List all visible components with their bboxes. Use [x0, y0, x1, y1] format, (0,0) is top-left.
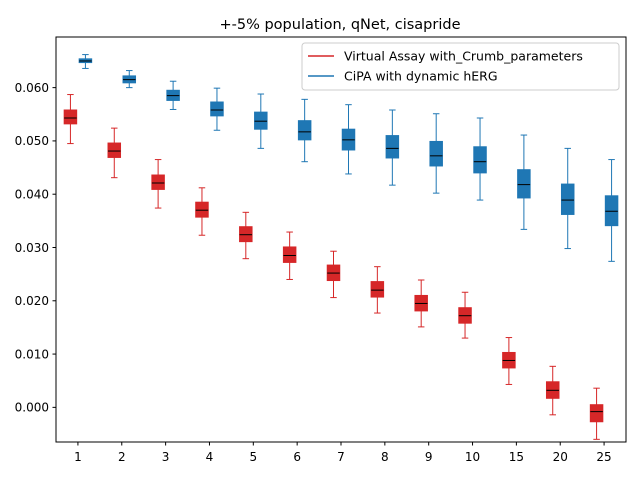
box-body — [429, 140, 443, 167]
box-body — [604, 195, 619, 227]
axes: 0.000 0.010 0.020 0.030 0.040 0.050 0.060 1 2 3 4 5… — [15, 36, 627, 464]
legend: Virtual Assay with_Crumb_parameters CiPA … — [301, 42, 620, 91]
box-body — [385, 135, 400, 159]
y-tick-label: 0.010 — [15, 347, 49, 361]
x-tick-label: 20 — [553, 450, 568, 464]
x-tick-label: 10 — [465, 450, 480, 464]
box-body — [297, 120, 312, 141]
chart-title: +-5% population, qNet, cisapride — [219, 17, 460, 33]
legend-entry: Virtual Assay with_Crumb_parameters — [344, 49, 583, 64]
box-1-2 — [166, 80, 180, 110]
x-tick-label: 15 — [509, 450, 524, 464]
box-0-4 — [239, 211, 253, 260]
box-0-10 — [502, 337, 516, 385]
y-tick-label: 0.060 — [15, 81, 49, 95]
box-1-8 — [429, 113, 443, 194]
box-body — [254, 111, 268, 130]
x-tick-label: 5 — [249, 450, 257, 464]
box-1-7 — [385, 109, 400, 186]
box-0-9 — [458, 291, 472, 339]
x-tick-label: 8 — [381, 450, 389, 464]
legend-box — [301, 42, 620, 91]
box-body — [210, 101, 224, 117]
x-tick-label: 6 — [293, 450, 301, 464]
y-tick-label: 0.030 — [15, 241, 49, 255]
box-body — [195, 201, 209, 218]
box-body — [370, 281, 385, 298]
box-1-12 — [604, 159, 619, 262]
x-tick-label: 2 — [118, 450, 126, 464]
legend-entry: CiPA with dynamic hERG — [344, 69, 498, 84]
box-body — [107, 142, 122, 158]
box-1-1 — [122, 70, 137, 89]
box-body — [560, 183, 575, 215]
box-body — [151, 174, 165, 190]
box-body — [473, 146, 487, 174]
box-body — [63, 109, 78, 125]
box-1-3 — [210, 87, 224, 131]
x-tick-label: 25 — [596, 450, 611, 464]
box-1-9 — [473, 117, 487, 201]
box-1-11 — [560, 147, 575, 250]
x-tick-label: 7 — [337, 450, 345, 464]
box-0-0 — [63, 94, 78, 145]
series-1 — [78, 54, 619, 262]
box-1-6 — [341, 104, 356, 175]
box-body — [239, 226, 253, 243]
box-body — [282, 246, 297, 263]
box-0-6 — [326, 250, 341, 299]
box-body — [517, 169, 531, 199]
box-1-0 — [78, 54, 93, 69]
box-0-2 — [151, 159, 165, 209]
y-tick-label: 0.050 — [15, 134, 49, 148]
y-tick-label: 0.020 — [15, 294, 49, 308]
box-1-10 — [517, 134, 531, 230]
x-tick-label: 9 — [425, 450, 433, 464]
box-0-3 — [195, 187, 209, 236]
x-tick-label: 3 — [162, 450, 170, 464]
y-tick-label: 0.040 — [15, 188, 49, 202]
box-0-8 — [414, 279, 428, 328]
box-0-12 — [589, 387, 604, 440]
box-0-5 — [282, 231, 297, 280]
box-0-1 — [107, 127, 122, 179]
box-0-7 — [370, 266, 385, 314]
x-tick-label: 1 — [74, 450, 82, 464]
y-tick-label: 0.000 — [15, 401, 49, 415]
box-body — [589, 404, 604, 423]
series-0 — [63, 94, 604, 440]
box-1-5 — [297, 98, 312, 163]
x-tick-label: 4 — [206, 450, 214, 464]
box-1-4 — [254, 93, 268, 149]
plot-area — [63, 54, 619, 440]
box-0-11 — [545, 365, 560, 416]
